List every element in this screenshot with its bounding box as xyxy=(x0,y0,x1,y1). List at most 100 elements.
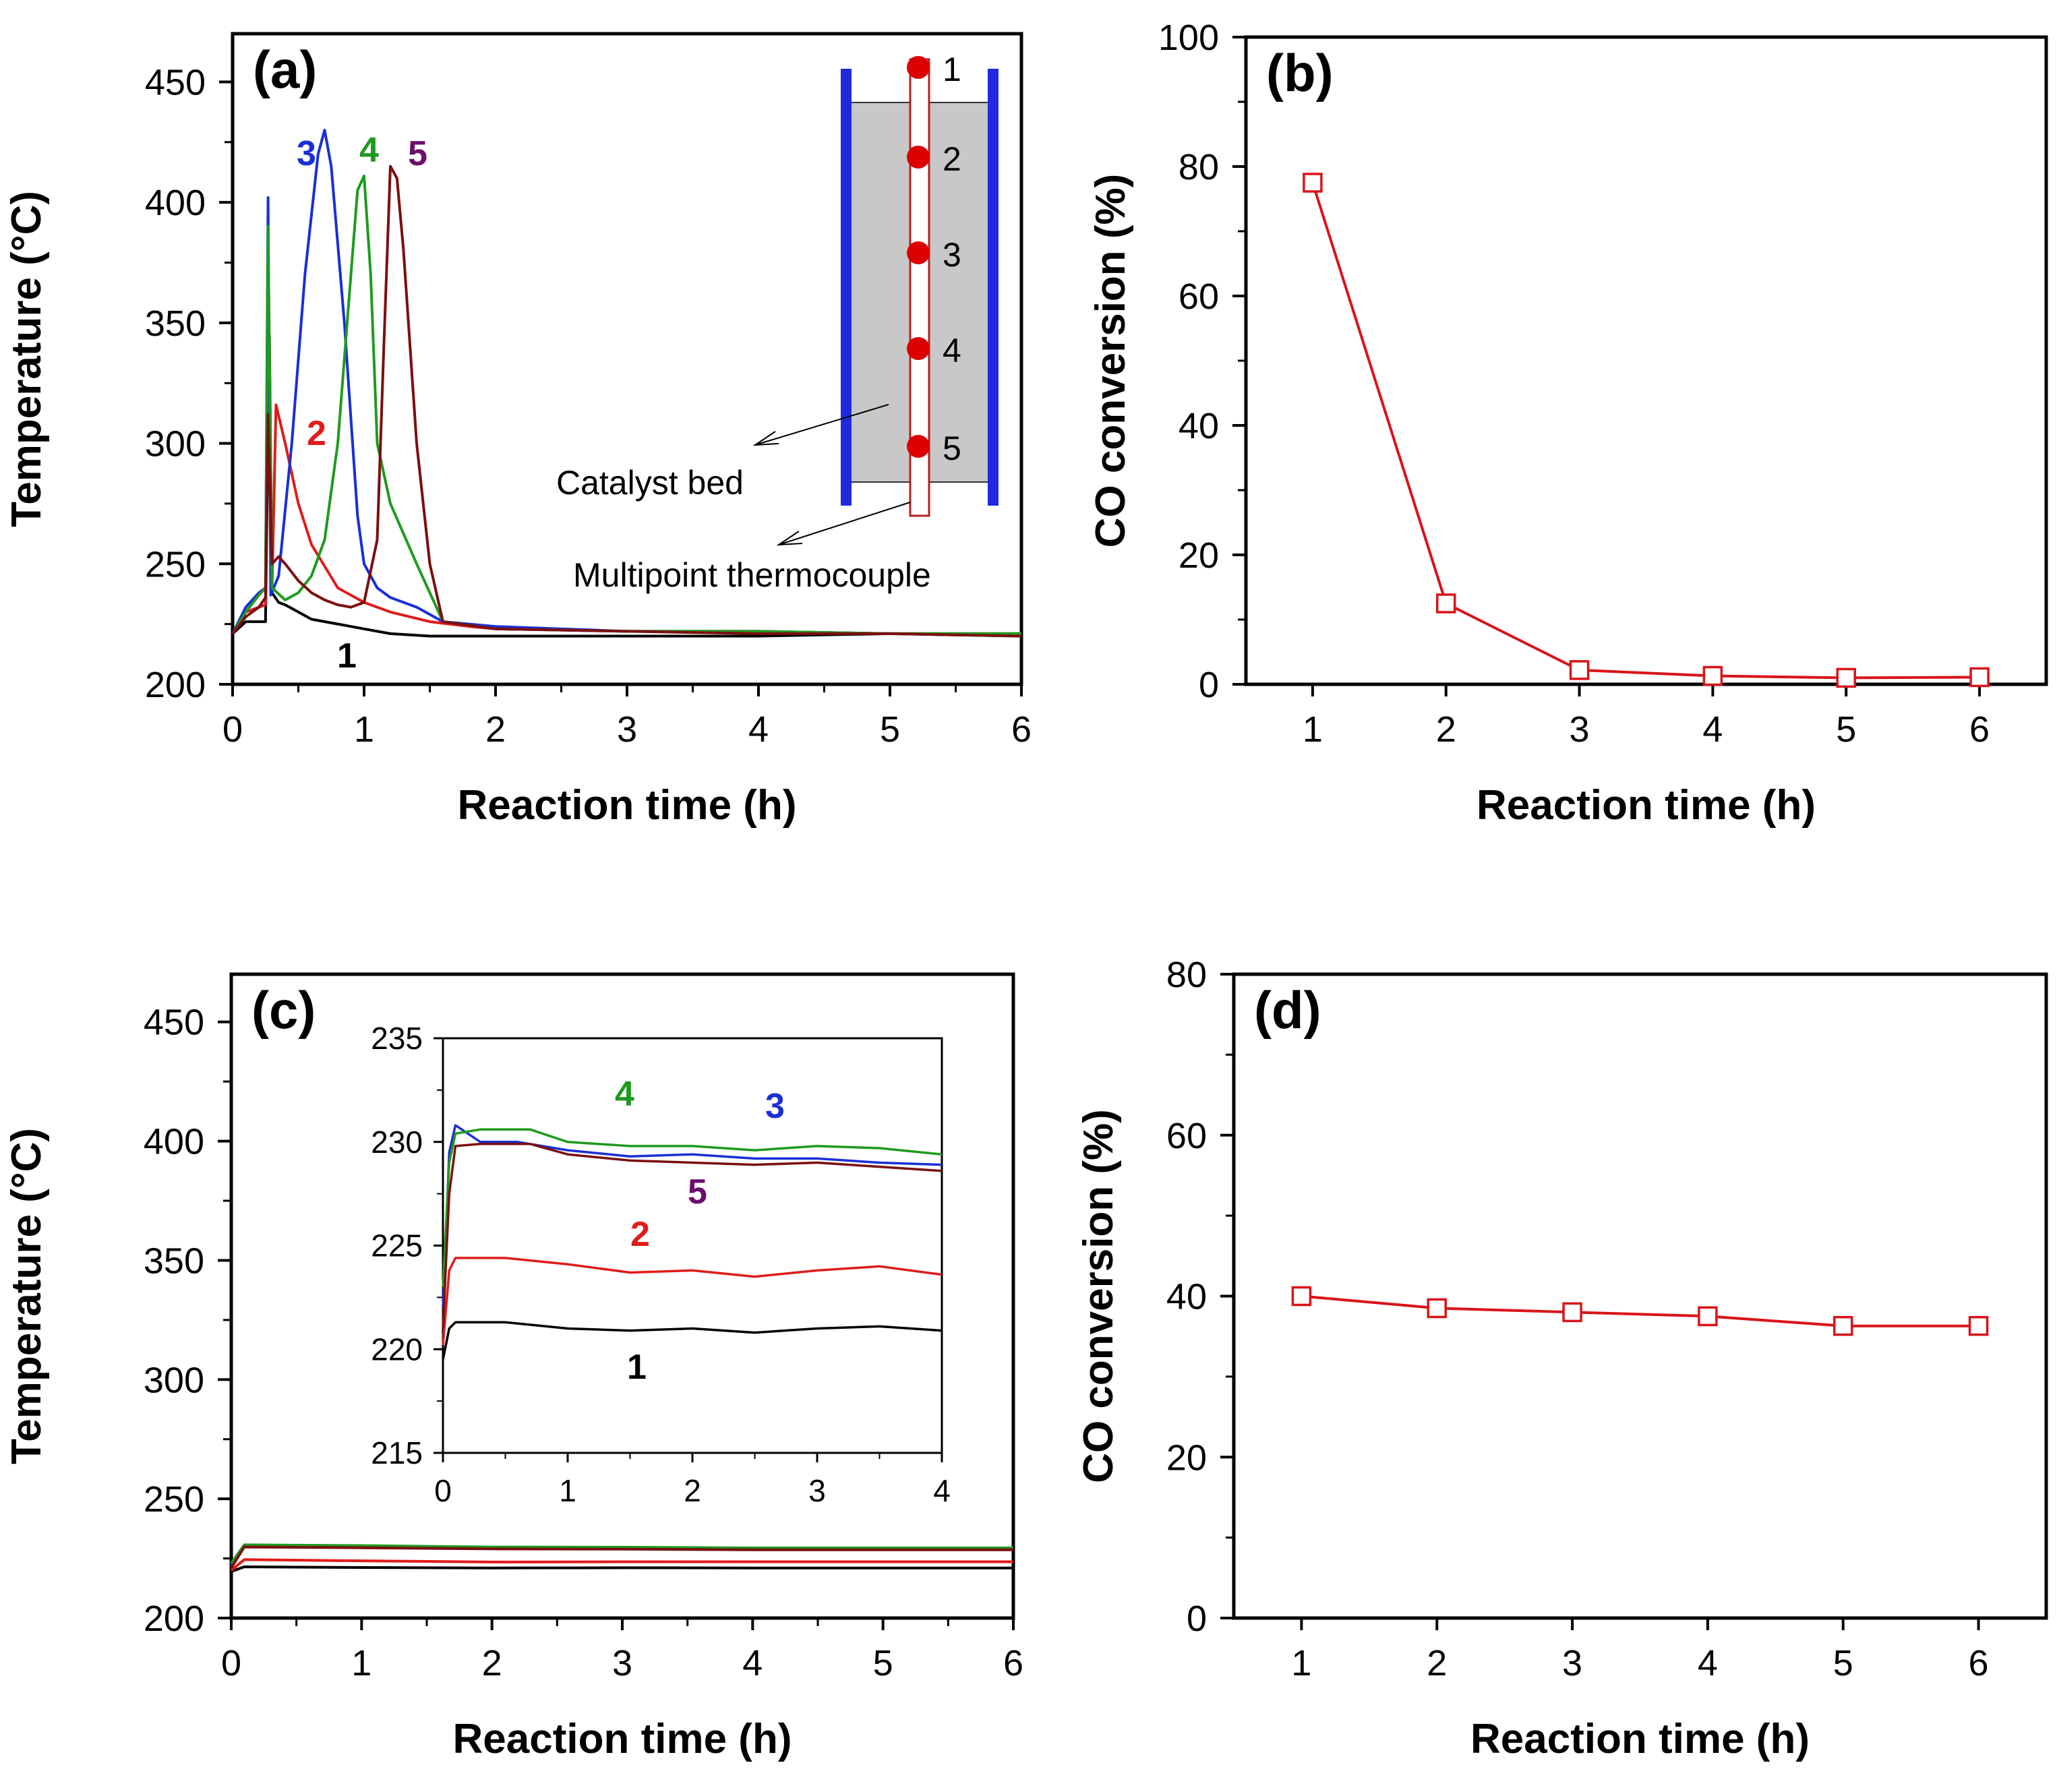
panel-a-curve-label-1: 1 xyxy=(337,636,357,676)
panel-c-inset-xtick-label: 4 xyxy=(933,1473,951,1508)
panel-b-xtick-label: 2 xyxy=(1436,709,1456,750)
panel-d-ylabel: CO conversion (%) xyxy=(1075,1109,1122,1483)
thermocouple-point-1 xyxy=(907,56,930,79)
panel-c-inset-curve-label-2: 2 xyxy=(630,1215,650,1254)
panel-d-series xyxy=(1291,1286,1989,1336)
panel-d-xtick-label: 6 xyxy=(1969,1643,1989,1683)
panel-b-panel-label: (b) xyxy=(1266,43,1334,102)
thermocouple-arrow xyxy=(778,502,911,545)
panel-a-curve-label-2: 2 xyxy=(307,414,326,453)
panel-b-ytick-label: 40 xyxy=(1179,406,1219,446)
panel-c-inset-ytick-label: 230 xyxy=(371,1125,423,1160)
panel-a-ytick-label: 250 xyxy=(145,544,206,585)
panel-c-inset-curve-label-3: 3 xyxy=(765,1087,785,1126)
panel-c-inset-series-3 xyxy=(442,1124,943,1308)
panel-c-panel-label: (c) xyxy=(251,980,316,1040)
panel-c-inset-frame xyxy=(442,1037,943,1454)
panel-c-inset-series-2 xyxy=(442,1257,943,1346)
panel-b-marker xyxy=(1836,667,1856,688)
panel-b-frame xyxy=(1244,35,2048,686)
panel-c-inset-ytick-label: 225 xyxy=(371,1228,423,1263)
reactor-wall-left xyxy=(841,69,852,506)
panel-c-inset-curve-label-1: 1 xyxy=(627,1348,647,1387)
thermocouple-point-label-2: 2 xyxy=(943,140,961,178)
panel-b-marker xyxy=(1969,667,1990,688)
thermocouple-point-2 xyxy=(907,146,930,169)
panel-c-inset: 0 1 2 3 4 215 220 225 230 235 1 2 3 4 5 xyxy=(371,1021,951,1508)
thermocouple-point-label-1: 1 xyxy=(943,51,961,88)
panel-a-curve-label-5: 5 xyxy=(408,134,427,173)
panel-c-xtick-label: 3 xyxy=(612,1643,632,1683)
panel-a-series-5 xyxy=(231,165,1022,638)
panel-b-xtick-label: 1 xyxy=(1303,709,1323,750)
panel-d-marker xyxy=(1562,1302,1582,1323)
panel-c-inset-xtick-label: 3 xyxy=(808,1473,826,1508)
panel-a-curve-label-3: 3 xyxy=(297,134,316,173)
panel-d-panel-label: (d) xyxy=(1254,980,1321,1040)
panel-b-xlabel: Reaction time (h) xyxy=(1477,782,1816,829)
catalyst-bed-label: Catalyst bed xyxy=(556,464,744,502)
panel-a-xtick-label: 4 xyxy=(748,709,769,750)
thermocouple-point-3 xyxy=(907,241,930,264)
panel-c-inset-curve-label-5: 5 xyxy=(688,1172,707,1212)
thermocouple-point-label-4: 4 xyxy=(943,332,961,369)
thermocouple-point-label-5: 5 xyxy=(943,429,961,467)
panel-c-inset-xtick-label: 0 xyxy=(434,1473,452,1508)
panel-a-ytick-label: 300 xyxy=(145,424,206,465)
panel-a-ytick-label: 450 xyxy=(145,62,206,102)
panel-b-series xyxy=(1303,173,1990,688)
panel-c-series xyxy=(230,1543,1013,1573)
panel-c-ytick-label: 250 xyxy=(144,1479,204,1520)
panel-c-xtick-label: 1 xyxy=(351,1643,371,1683)
panel-d-marker xyxy=(1291,1286,1312,1307)
panel-c-inset-series-1 xyxy=(442,1321,943,1360)
panel-d-xtick-label: 4 xyxy=(1698,1643,1718,1683)
panel-b-marker xyxy=(1569,660,1590,680)
panel-a-xtick-label: 0 xyxy=(222,709,243,750)
panel-d-conversion-line xyxy=(1301,1294,1979,1327)
panel-b-ytick-label: 60 xyxy=(1179,276,1219,317)
panel-c-ytick-label: 350 xyxy=(144,1241,204,1281)
panel-c-inset-series-4 xyxy=(442,1128,943,1288)
panel-b-ytick-label: 20 xyxy=(1179,535,1219,576)
panel-d-ytick-label: 60 xyxy=(1166,1116,1207,1156)
panel-d-marker xyxy=(1968,1315,1989,1336)
panel-c-ytick-label: 200 xyxy=(144,1599,204,1639)
panel-c-xtick-label: 2 xyxy=(482,1643,502,1683)
panel-c-xtick-label: 0 xyxy=(221,1643,241,1683)
panel-d-ytick-label: 0 xyxy=(1187,1599,1207,1639)
panel-c-ytick-label: 300 xyxy=(144,1360,204,1400)
panel-b-ytick-label: 100 xyxy=(1158,18,1219,58)
panel-a-reactor-inset: 1 2 3 4 5 Catalyst bed Multipoint thermocouple xyxy=(556,51,998,594)
panel-c-xlabel: Reaction time (h) xyxy=(453,1716,792,1762)
panel-c-ylabel: Temperature (°C) xyxy=(3,1128,50,1464)
panel-c-inset-ytick-label: 220 xyxy=(371,1332,423,1367)
panel-d-xtick-label: 2 xyxy=(1427,1643,1447,1683)
panel-c-series-1 xyxy=(231,1565,1013,1573)
panel-b-xtick-label: 4 xyxy=(1702,709,1723,750)
panel-c-inset-curve-label-4: 4 xyxy=(615,1075,634,1114)
panel-c-inset-xtick-label: 1 xyxy=(559,1473,576,1508)
panel-b-ylabel: CO conversion (%) xyxy=(1087,174,1134,548)
panel-b-marker xyxy=(1436,593,1456,614)
reactor-wall-right xyxy=(988,69,998,506)
panel-c-ytick-label: 400 xyxy=(144,1122,204,1162)
panel-d-marker xyxy=(1698,1306,1718,1327)
panel-a-xtick-label: 5 xyxy=(880,709,900,750)
panel-d-xtick-label: 3 xyxy=(1562,1643,1582,1683)
panel-a-ytick-label: 350 xyxy=(145,303,206,344)
thermocouple-point-5 xyxy=(907,435,930,458)
panel-a-xlabel: Reaction time (h) xyxy=(458,782,797,829)
panel-a-ylabel: Temperature (°C) xyxy=(3,191,50,527)
panel-c-xtick-label: 6 xyxy=(1003,1643,1023,1683)
panel-b-ytick-label: 0 xyxy=(1199,665,1219,705)
panel-c-xtick-label: 5 xyxy=(873,1643,893,1683)
thermocouple-point-label-3: 3 xyxy=(943,236,961,274)
panel-c-inset-ytick-label: 215 xyxy=(371,1435,423,1470)
panel-a-xtick-label: 1 xyxy=(354,709,374,750)
panel-c-axes: 0 1 2 3 4 5 6 200 250 300 350 400 4 5 0 Reaction time (… xyxy=(3,972,1023,1762)
